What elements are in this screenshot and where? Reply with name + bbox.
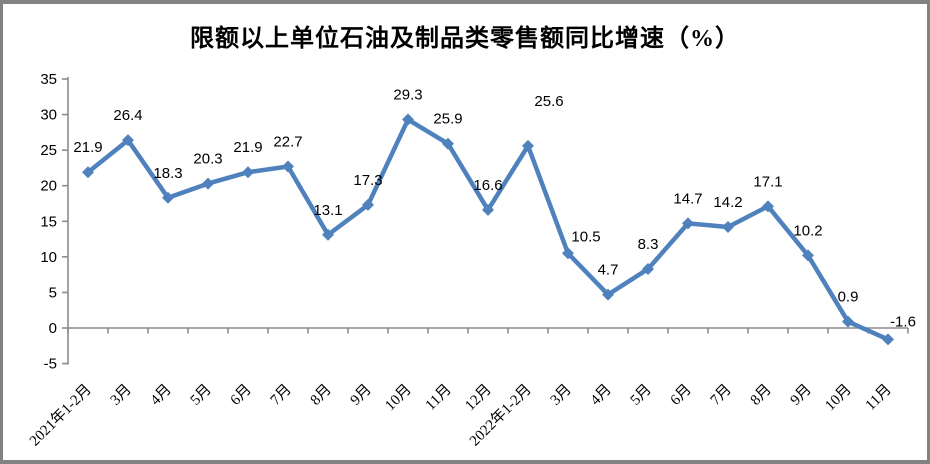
data-point-marker bbox=[362, 198, 374, 211]
x-tick-label: 6月 bbox=[228, 382, 255, 409]
data-label: 10.5 bbox=[571, 228, 600, 245]
x-tick-label: 7月 bbox=[708, 382, 735, 409]
data-point-marker bbox=[162, 191, 174, 204]
y-tick-label: 15 bbox=[40, 213, 57, 230]
y-tick-label: 0 bbox=[49, 320, 57, 337]
data-point-marker bbox=[882, 333, 894, 346]
x-tick-label: 5月 bbox=[188, 382, 215, 409]
x-tick-label: 5月 bbox=[628, 382, 655, 409]
data-point-marker bbox=[562, 247, 574, 260]
data-label: 14.2 bbox=[713, 194, 742, 211]
data-point-marker bbox=[842, 315, 854, 328]
line-chart-plot: 35 30 25 20 15 10 5 0 -5 2021年1-2月 3月 4月 5月 6月 7月 8月 9月 1… bbox=[26, 71, 916, 450]
data-label: 0.9 bbox=[838, 289, 859, 306]
data-point-marker bbox=[202, 177, 214, 190]
data-label: 13.1 bbox=[313, 202, 342, 219]
data-label: -1.6 bbox=[890, 313, 916, 330]
x-tick-label: 9月 bbox=[348, 382, 375, 409]
y-tick-label: 10 bbox=[40, 249, 57, 266]
data-point-marker bbox=[602, 288, 614, 301]
data-label: 29.3 bbox=[393, 87, 422, 104]
data-label: 8.3 bbox=[638, 236, 659, 253]
x-tick-label: 8月 bbox=[748, 382, 775, 409]
data-label: 4.7 bbox=[598, 262, 619, 279]
data-point-marker bbox=[402, 113, 414, 126]
y-tick-label: 30 bbox=[40, 107, 57, 124]
data-point-marker bbox=[722, 220, 734, 233]
y-tick-label: 20 bbox=[40, 178, 57, 195]
data-point-marker bbox=[682, 217, 694, 230]
data-label: 22.7 bbox=[273, 134, 302, 151]
data-label: 25.9 bbox=[433, 111, 462, 128]
data-label: 20.3 bbox=[193, 151, 222, 168]
data-point-marker bbox=[242, 166, 254, 179]
data-point-marker bbox=[122, 134, 134, 147]
data-point-marker bbox=[282, 160, 294, 173]
x-tick-label: 4月 bbox=[148, 382, 175, 409]
x-tick-label: 11月 bbox=[423, 382, 455, 414]
x-tick-label: 12月 bbox=[462, 382, 495, 415]
data-point-marker bbox=[482, 203, 494, 216]
x-tick-label: 8月 bbox=[308, 382, 335, 409]
x-tick-label: 3月 bbox=[108, 382, 135, 409]
x-tick-label: 9月 bbox=[788, 382, 815, 409]
x-tick-label: 10月 bbox=[382, 382, 415, 415]
x-tick-label: 3月 bbox=[548, 382, 575, 409]
data-label: 26.4 bbox=[113, 107, 142, 124]
x-tick-label: 2021年1-2月 bbox=[26, 381, 95, 450]
data-label: 21.9 bbox=[73, 139, 102, 156]
data-label: 25.6 bbox=[534, 93, 563, 110]
data-label: 21.9 bbox=[233, 139, 262, 156]
chart-title: 限额以上单位石油及制品类零售额同比增速（%） bbox=[190, 26, 740, 52]
data-label: 18.3 bbox=[153, 165, 182, 182]
x-tick-label: 4月 bbox=[588, 382, 615, 409]
data-point-marker bbox=[82, 166, 94, 179]
x-tick-label: 10月 bbox=[822, 382, 855, 415]
data-label: 17.1 bbox=[753, 173, 782, 190]
y-tick-label: 5 bbox=[49, 284, 57, 301]
x-tick-label: 11月 bbox=[863, 382, 895, 414]
data-point-marker bbox=[642, 262, 654, 275]
data-point-marker bbox=[322, 228, 334, 241]
data-label: 14.7 bbox=[673, 190, 702, 207]
y-tick-label: 35 bbox=[40, 71, 57, 88]
data-point-marker bbox=[762, 200, 774, 213]
data-label: 10.2 bbox=[793, 222, 822, 239]
x-tick-label: 7月 bbox=[268, 382, 295, 409]
x-tick-label: 6月 bbox=[668, 382, 695, 409]
data-point-marker bbox=[802, 249, 814, 262]
data-point-marker bbox=[442, 137, 454, 150]
data-label: 17.3 bbox=[353, 172, 382, 189]
data-point-marker bbox=[522, 139, 534, 152]
y-tick-label: 25 bbox=[40, 142, 57, 159]
data-label: 16.6 bbox=[473, 177, 502, 194]
y-tick-label: -5 bbox=[44, 356, 57, 373]
